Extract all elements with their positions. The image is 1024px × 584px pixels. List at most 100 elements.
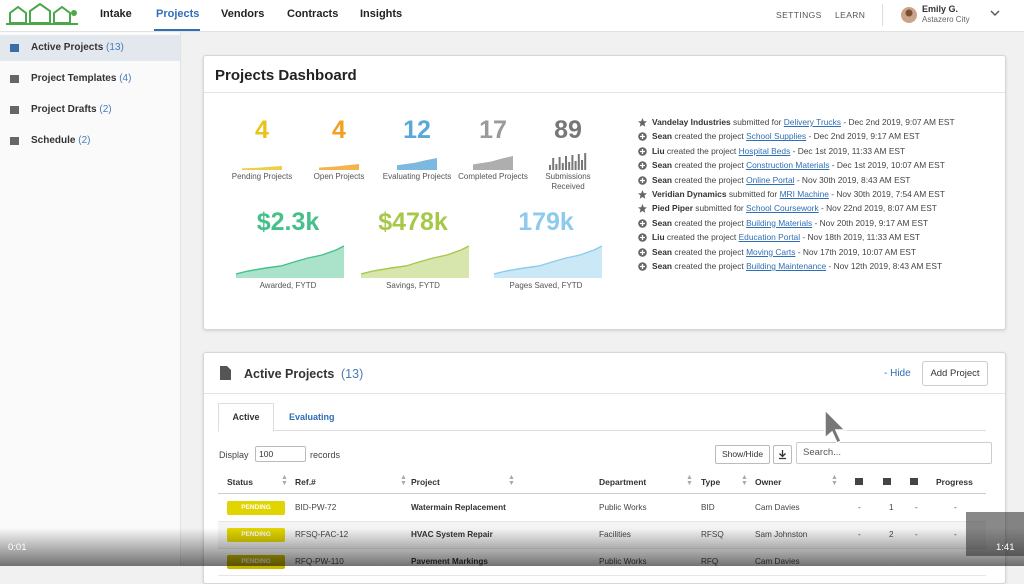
- doc-icon: [220, 366, 231, 380]
- sort-icon[interactable]: ▲ ▼: [281, 474, 288, 487]
- feed-action: created the project: [666, 145, 737, 156]
- feed-date: - Dec 1st 2019, 11:33 AM EST: [792, 145, 906, 156]
- feed-link[interactable]: School Supplies: [746, 131, 807, 142]
- book-column-icon[interactable]: [909, 477, 919, 486]
- feed-link[interactable]: Construction Materials: [746, 160, 830, 171]
- column-header[interactable]: Progress: [936, 477, 973, 487]
- sidebar-item[interactable]: Project Drafts (2): [31, 104, 112, 115]
- table-cell: BID: [701, 503, 715, 512]
- sort-icon[interactable]: ▲ ▼: [400, 474, 407, 487]
- nav-link[interactable]: Projects: [156, 8, 200, 20]
- feed-link[interactable]: School Coursework: [746, 203, 819, 214]
- feed-date: - Nov 20th 2019, 9:17 AM EST: [814, 217, 929, 228]
- tab[interactable]: Evaluating: [289, 412, 335, 422]
- sidebar-label[interactable]: Project Templates: [31, 73, 117, 84]
- total-area-chart: [361, 245, 470, 278]
- column-header[interactable]: Project: [411, 477, 440, 487]
- feed-link[interactable]: Online Portal: [746, 174, 795, 185]
- feed-item: Sean created the project School Supplies…: [652, 131, 920, 141]
- feed-icon: [638, 118, 647, 127]
- nav-link[interactable]: Vendors: [221, 8, 265, 20]
- feed-date: - Nov 30th 2019, 8:43 AM EST: [796, 174, 911, 185]
- divider: [204, 92, 1005, 93]
- stat-sparkline: [549, 153, 587, 170]
- feed-actor: Pied Piper: [652, 203, 693, 214]
- feed-action: created the project: [674, 246, 744, 257]
- header-rule: [218, 493, 986, 494]
- column-header[interactable]: Department: [599, 477, 647, 487]
- feed-link[interactable]: Hospital Beds: [738, 145, 791, 156]
- nav-link[interactable]: Intake: [100, 8, 132, 20]
- nav-link[interactable]: Contracts: [287, 8, 339, 20]
- sidebar: Active Projects (13) Project Templates (4…: [0, 32, 181, 566]
- total-area-chart: [494, 245, 603, 278]
- nav-active-underline: [154, 29, 200, 31]
- feed-actor: Liu: [652, 232, 665, 243]
- sort-icon[interactable]: ▲ ▼: [741, 474, 748, 487]
- add-project-button[interactable]: Add Project: [922, 361, 988, 386]
- show-hide-button[interactable]: Show/Hide: [715, 445, 770, 464]
- column-header[interactable]: Owner: [755, 477, 782, 487]
- table-cell: Public Works: [599, 503, 647, 512]
- feed-item: Pied Piper submitted for School Coursewo…: [652, 203, 937, 213]
- avatar[interactable]: [900, 6, 918, 24]
- nav-utility-link[interactable]: LEARN: [835, 10, 866, 20]
- feed-icon: [638, 218, 647, 228]
- sort-icon[interactable]: ▲ ▼: [686, 474, 693, 487]
- stat-label: Open Projects: [313, 172, 365, 181]
- cursor: [824, 408, 847, 445]
- user-name[interactable]: Emily G.: [922, 4, 959, 14]
- feed-link[interactable]: Moving Carts: [746, 246, 796, 257]
- sidebar-label[interactable]: Schedule: [31, 135, 76, 146]
- feed-actor: Sean: [652, 174, 673, 185]
- user-org: Astazero City: [922, 15, 970, 24]
- table-cell[interactable]: Watermain Replacement: [411, 503, 506, 512]
- feed-action: submitted for: [733, 117, 782, 127]
- calendar-column-icon[interactable]: [854, 477, 864, 486]
- sidebar-label[interactable]: Active Projects: [31, 42, 104, 53]
- people-column-icon[interactable]: [882, 477, 892, 486]
- stat-sparkline: [319, 164, 359, 170]
- feed-icon: [638, 204, 647, 214]
- hide-link[interactable]: - Hide: [884, 368, 911, 379]
- feed-icon: [638, 132, 647, 142]
- logo[interactable]: [6, 3, 78, 25]
- display-select[interactable]: 100: [255, 446, 306, 462]
- feed-link[interactable]: Building Materials: [746, 217, 813, 228]
- video-duration: 1:41: [996, 542, 1015, 553]
- stat-label: Pending Projects: [231, 172, 293, 181]
- user-menu-chevron[interactable]: [990, 9, 1000, 17]
- feed-link[interactable]: Education Portal: [738, 232, 801, 243]
- download-button[interactable]: [773, 445, 792, 464]
- column-header[interactable]: Status: [227, 477, 253, 487]
- table-cell: -: [954, 503, 957, 512]
- tab-active[interactable]: Active: [218, 403, 274, 432]
- feed-date: - Nov 12th 2019, 8:43 AM EST: [828, 261, 943, 271]
- feed-action: created the project: [674, 131, 744, 142]
- sidebar-count: (2): [99, 104, 112, 115]
- feed-link[interactable]: Building Maintenance: [746, 261, 827, 271]
- sidebar-label[interactable]: Project Drafts: [31, 104, 97, 115]
- nav-utility-link[interactable]: SETTINGS: [776, 10, 822, 20]
- column-header[interactable]: Type: [701, 477, 721, 487]
- sort-icon[interactable]: ▲ ▼: [508, 474, 515, 487]
- sidebar-item[interactable]: Active Projects (13): [31, 42, 124, 53]
- feed-item: Sean created the project Building Mainte…: [652, 261, 942, 271]
- feed-actor: Liu: [652, 145, 665, 156]
- feed-link[interactable]: Delivery Trucks: [783, 117, 841, 127]
- column-header[interactable]: Ref.#: [295, 477, 316, 487]
- records-label: records: [310, 450, 341, 460]
- sidebar-item[interactable]: Project Templates (4): [31, 73, 131, 84]
- stat-label: Evaluating Projects: [382, 172, 452, 181]
- feed-actor: Sean: [652, 217, 673, 228]
- nav-link[interactable]: Insights: [360, 8, 403, 20]
- sort-icon[interactable]: ▲ ▼: [831, 474, 838, 487]
- feed-date: - Dec 2nd 2019, 9:17 AM EST: [808, 131, 920, 142]
- tab-baseline: [218, 430, 986, 431]
- feed-item: Sean created the project Moving Carts - …: [652, 247, 916, 257]
- divider: [882, 4, 883, 26]
- feed-link[interactable]: MRI Machine: [779, 189, 829, 199]
- table-cell: 1: [889, 503, 894, 512]
- sidebar-item[interactable]: Schedule (2): [31, 135, 90, 146]
- search-input[interactable]: Search...: [796, 442, 992, 464]
